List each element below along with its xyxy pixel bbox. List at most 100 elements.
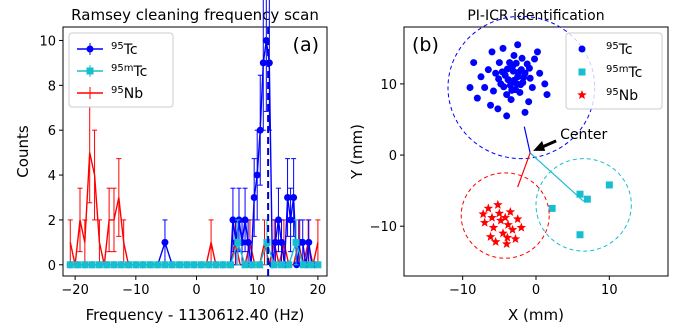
data-point: [510, 234, 521, 244]
data-point: [576, 231, 584, 239]
y-tick-label: 10: [39, 34, 56, 49]
data-point: [290, 193, 298, 201]
series-line: [69, 152, 319, 266]
y-tick-label: 0: [389, 149, 397, 164]
data-point: [466, 83, 474, 91]
cluster-tc: [447, 15, 596, 160]
data-point: [284, 193, 292, 201]
x-tick-label: −20: [61, 283, 88, 298]
data-point: [525, 98, 533, 106]
data-point: [487, 212, 497, 222]
data-point: [74, 261, 82, 269]
data-point: [117, 261, 125, 269]
data-point: [496, 215, 506, 225]
data-point: [125, 261, 133, 269]
data-point: [219, 261, 227, 269]
center-vector: [517, 152, 531, 188]
data-point: [299, 261, 307, 269]
data-point: [197, 261, 205, 269]
chart-title: Ramsey cleaning frequency scan: [71, 6, 319, 24]
legend-box: [68, 32, 174, 108]
x-tick-label: 0: [532, 283, 540, 298]
data-point: [244, 238, 252, 246]
data-point: [478, 209, 488, 219]
data-point: [512, 214, 523, 224]
data-point: [271, 238, 279, 246]
data-point: [492, 69, 500, 77]
data-point: [499, 44, 507, 52]
data-point: [95, 261, 103, 269]
y-axis-label: Y (mm): [348, 124, 366, 180]
data-point: [88, 261, 96, 269]
data-point: [479, 217, 490, 227]
data-point: [256, 261, 264, 269]
data-point: [265, 59, 273, 67]
data-point: [531, 55, 539, 63]
data-point: [154, 261, 162, 269]
data-point: [314, 261, 322, 269]
y-axis-label: Counts: [14, 125, 32, 178]
data-point: [514, 41, 522, 49]
data-point: [256, 126, 264, 134]
data-point: [307, 261, 315, 269]
data-point: [504, 76, 512, 84]
data-point: [483, 203, 494, 213]
data-point: [512, 59, 520, 67]
data-point: [241, 216, 249, 224]
data-point: [287, 216, 295, 224]
panel-label: (b): [412, 34, 439, 56]
data-point: [495, 75, 503, 83]
data-point: [503, 91, 511, 99]
annotation-arrowhead: [533, 140, 546, 151]
data-point: [507, 224, 518, 234]
data-point: [205, 261, 213, 269]
x-tick-label: 20: [310, 283, 327, 298]
y-tick-label: 0: [48, 259, 56, 274]
data-point: [503, 219, 513, 229]
legend: 95Tc 95mTc 95Nb: [68, 32, 174, 108]
data-point: [212, 261, 220, 269]
data-point: [259, 59, 267, 67]
data-point: [263, 238, 271, 246]
data-point: [229, 216, 237, 224]
y-tick-label: 10: [380, 78, 397, 93]
data-point: [481, 83, 489, 91]
x-tick-label: 0: [192, 283, 200, 298]
data-point: [493, 199, 503, 209]
legend-marker: [577, 90, 587, 100]
data-point: [605, 181, 613, 189]
x-tick-label: 10: [601, 283, 618, 298]
data-point: [489, 87, 497, 95]
data-point: [488, 222, 499, 232]
y-tick-label: −10: [370, 220, 397, 235]
series-tcm: [66, 219, 322, 269]
data-point: [146, 261, 154, 269]
data-point: [536, 69, 544, 77]
data-point: [526, 74, 534, 82]
center-vector: [523, 126, 531, 154]
plot-frame: [62, 26, 328, 277]
data-point: [190, 261, 198, 269]
legend-box: [565, 32, 663, 110]
data-point: [488, 48, 496, 56]
data-point: [503, 112, 511, 120]
data-point: [583, 195, 591, 203]
x-tick-label: 10: [249, 283, 266, 298]
cluster-circle: [460, 172, 550, 259]
y-tick-label: 2: [48, 214, 56, 229]
data-point: [506, 59, 514, 67]
data-point: [533, 48, 541, 56]
data-point: [277, 238, 285, 246]
data-point: [248, 261, 256, 269]
legend-marker: [86, 45, 94, 53]
x-tick-label: −10: [122, 283, 149, 298]
panel-label: (a): [293, 34, 319, 56]
y-tick-label: 8: [48, 79, 56, 94]
data-point: [502, 232, 513, 242]
data-point: [500, 212, 510, 222]
data-point: [477, 73, 485, 81]
data-point: [495, 59, 503, 67]
legend-label: 95mTc: [111, 63, 147, 81]
data-point: [509, 67, 517, 75]
